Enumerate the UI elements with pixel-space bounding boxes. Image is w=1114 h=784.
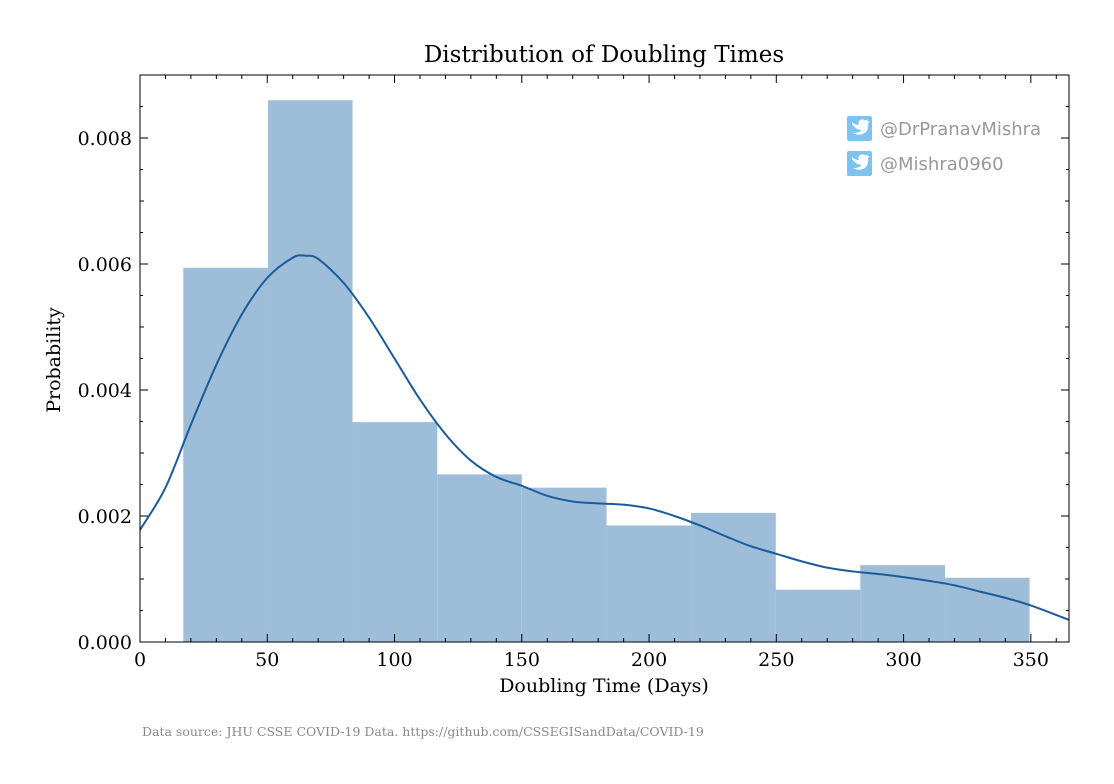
histogram-bar-10	[945, 577, 1030, 642]
data-source-note: Data source: JHU CSSE COVID-19 Data. htt…	[142, 724, 704, 739]
watermark-handle-text: @DrPranavMishra	[880, 119, 1041, 140]
x-axis-ticks: 0 50 100 150 200 250 300 350	[134, 75, 1057, 671]
x-tick-label: 50	[255, 649, 279, 671]
twitter-bird-glyph-icon	[852, 154, 870, 170]
chart-title: Distribution of Doubling Times	[424, 42, 784, 68]
y-axis-label: Probability	[43, 307, 65, 413]
x-tick-label: 350	[1013, 649, 1049, 671]
watermark-handle-text: @Mishra0960	[880, 154, 1004, 175]
twitter-bird-glyph-icon	[852, 119, 870, 135]
x-tick-label: 300	[885, 649, 921, 671]
x-tick-label: 0	[134, 649, 146, 671]
y-tick-label: 0.002	[78, 506, 132, 528]
histogram-bar-7	[691, 512, 776, 642]
histogram-bar-2	[268, 100, 353, 642]
histogram-bar-1	[183, 267, 269, 642]
x-tick-label: 100	[376, 649, 412, 671]
x-tick-label: 150	[504, 649, 540, 671]
x-tick-label: 200	[631, 649, 667, 671]
histogram-bar-4	[437, 474, 522, 642]
x-axis-label: Doubling Time (Days)	[499, 675, 709, 697]
y-axis-ticks: 0.000 0.002 0.004 0.006 0.008	[78, 106, 1069, 654]
histogram-bars	[183, 100, 1030, 642]
histogram-bar-6	[606, 525, 692, 642]
y-tick-label: 0.008	[78, 128, 132, 150]
y-tick-label: 0.006	[78, 254, 132, 276]
y-tick-label: 0.000	[78, 632, 132, 654]
histogram-bar-5	[521, 487, 607, 642]
y-tick-label: 0.004	[78, 380, 132, 402]
histogram-bar-8	[775, 589, 861, 642]
watermark-handle-2: @Mishra0960	[847, 151, 1004, 176]
histogram-bar-3	[352, 422, 438, 642]
x-tick-label: 250	[758, 649, 794, 671]
kde-curve	[139, 254, 1070, 621]
watermark-handle-1: @DrPranavMishra	[847, 116, 1041, 141]
